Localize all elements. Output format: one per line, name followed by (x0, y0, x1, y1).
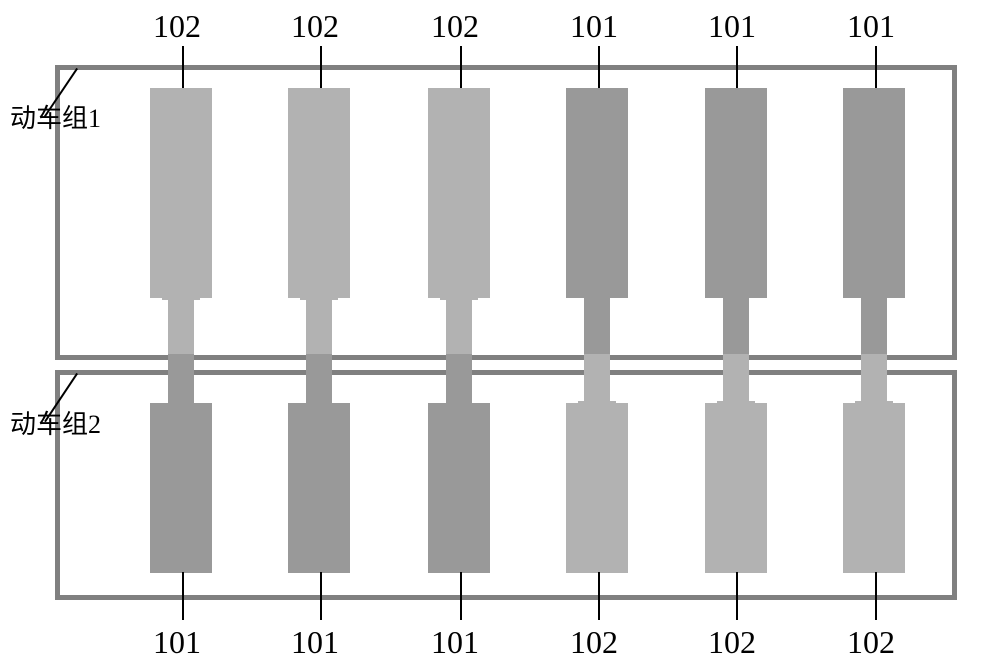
callout-label-top: 101 (708, 8, 756, 45)
connector-top-stem (446, 298, 472, 354)
callout-label-bottom: 101 (291, 624, 339, 661)
connector-plug (162, 262, 200, 300)
connector-bottom-bar (150, 403, 212, 573)
connector-bottom-stem (446, 354, 472, 403)
connector-plug (440, 262, 478, 300)
callout-label-bottom: 102 (708, 624, 756, 661)
connector-plug (855, 401, 893, 439)
callout-line-top (875, 46, 877, 88)
callout-label-bottom: 101 (153, 624, 201, 661)
connector-bottom-stem (584, 354, 610, 403)
group-label-bottom: 动车组2 (10, 404, 101, 441)
connector-plug (578, 401, 616, 439)
connector-top-stem (723, 298, 749, 354)
callout-line-top (460, 46, 462, 88)
callout-label-bottom: 102 (570, 624, 618, 661)
callout-line-bottom (460, 572, 462, 620)
callout-label-top: 102 (431, 8, 479, 45)
connector-bottom-stem (723, 354, 749, 403)
callout-line-bottom (736, 572, 738, 620)
connector-bottom-stem (861, 354, 887, 403)
connector-top-stem (306, 298, 332, 354)
connector-plug (717, 401, 755, 439)
callout-label-top: 101 (847, 8, 895, 45)
callout-label-top: 102 (153, 8, 201, 45)
callout-label-bottom: 101 (431, 624, 479, 661)
connector-top-stem (861, 298, 887, 354)
callout-line-top (736, 46, 738, 88)
callout-label-top: 101 (570, 8, 618, 45)
connector-top-bar (705, 88, 767, 298)
callout-line-bottom (182, 572, 184, 620)
connector-top-bar (566, 88, 628, 298)
callout-line-top (598, 46, 600, 88)
connector-plug (300, 262, 338, 300)
callout-line-bottom (320, 572, 322, 620)
callout-line-top (320, 46, 322, 88)
connector-bottom-bar (288, 403, 350, 573)
connector-bottom-stem (306, 354, 332, 403)
connector-top-stem (168, 298, 194, 354)
connector-bottom-bar (428, 403, 490, 573)
connector-top-stem (584, 298, 610, 354)
callout-line-top (182, 46, 184, 88)
group-label-top: 动车组1 (10, 98, 101, 135)
connector-top-bar (843, 88, 905, 298)
callout-label-top: 102 (291, 8, 339, 45)
callout-line-bottom (598, 572, 600, 620)
connector-diagram: 动车组1 动车组2 102 102 102 101 101 101 101 101 101 102 10… (0, 0, 1000, 665)
callout-label-bottom: 102 (847, 624, 895, 661)
callout-line-bottom (875, 572, 877, 620)
connector-bottom-stem (168, 354, 194, 403)
